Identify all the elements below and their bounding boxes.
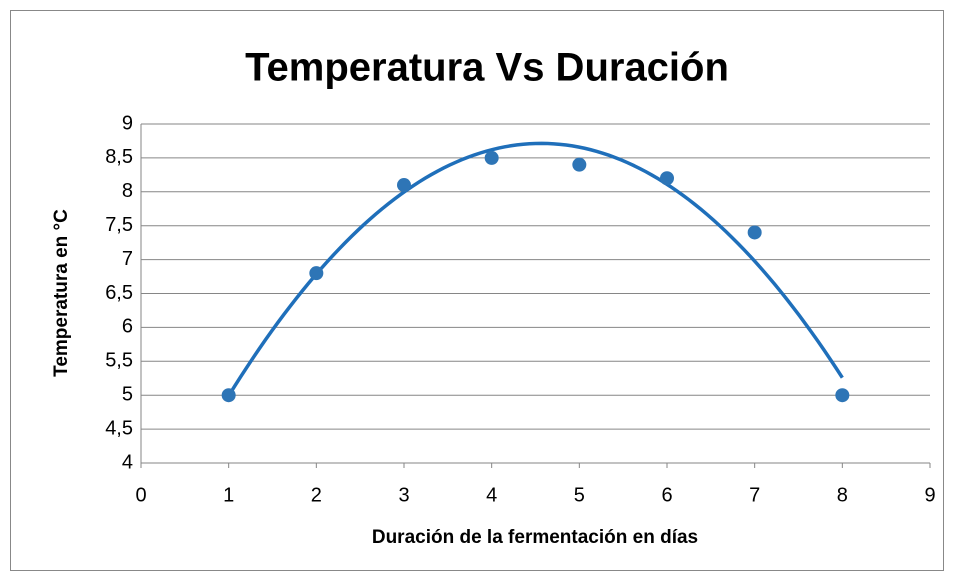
point xyxy=(660,171,674,186)
y-tick-label: 7,5 xyxy=(105,214,133,236)
y-tick-label: 8 xyxy=(122,180,133,202)
y-tick-label: 7 xyxy=(122,248,133,270)
y-tick-label: 6,5 xyxy=(105,282,133,304)
y-tick-label: 4 xyxy=(122,451,133,473)
y-tick-label: 6 xyxy=(122,316,133,338)
x-tick-label: 7 xyxy=(749,484,760,506)
x-tick-label: 9 xyxy=(924,484,935,506)
point xyxy=(572,157,587,172)
x-tick-label: 6 xyxy=(661,484,672,506)
x-tick-label: 0 xyxy=(135,484,146,506)
x-tick-label: 2 xyxy=(311,484,322,506)
chart-title: Temperatura Vs Duración xyxy=(245,46,729,90)
y-tick-label: 5 xyxy=(122,383,133,405)
x-tick-label: 5 xyxy=(574,484,585,506)
trendline xyxy=(227,141,844,397)
point xyxy=(221,388,236,403)
point xyxy=(835,388,850,403)
y-axis-label: Temperatura en °C xyxy=(51,209,72,377)
y-tick-label: 9 xyxy=(122,112,133,134)
x-tick-label: 8 xyxy=(837,484,848,506)
y-tick-label: 4,5 xyxy=(105,417,133,439)
point xyxy=(309,266,324,281)
y-tick-label: 5,5 xyxy=(105,350,133,372)
point xyxy=(747,225,762,240)
chart-border xyxy=(10,10,944,571)
x-axis-label: Duración de la fermentación en días xyxy=(372,527,698,548)
x-tick-label: 3 xyxy=(398,484,409,506)
x-tick-label: 4 xyxy=(486,484,497,506)
x-tick-label: 1 xyxy=(223,484,234,506)
y-tick-label: 8,5 xyxy=(105,146,133,168)
point xyxy=(484,150,499,165)
point xyxy=(397,178,411,193)
